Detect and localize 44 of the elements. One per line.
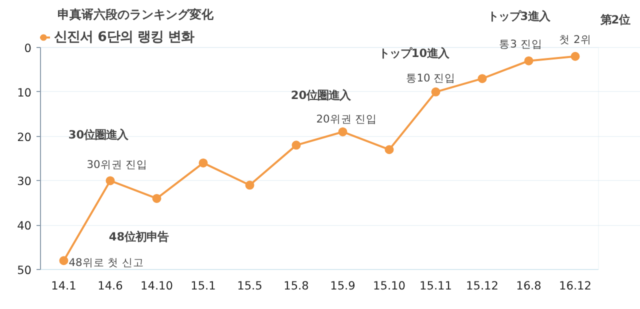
y-tick-label: 20 [17,130,32,144]
x-tick-label: 14.1 [51,278,76,292]
annotation: 20位圏進入 [290,88,352,102]
x-tick-label: 15.10 [373,278,406,292]
x-tick-label: 15.11 [420,278,452,292]
point [570,52,580,61]
annotation: 48位初申告 [108,230,169,244]
annotation: 통10 진입 [406,71,456,84]
x-tick-label: 14.6 [98,278,123,292]
x-tick-label: 15.9 [330,278,356,292]
point [245,180,254,190]
point [431,87,440,96]
point [152,194,162,203]
annotation: 통3 진입 [499,37,542,50]
text: 第2位 [599,12,630,26]
y-tick-label: 40 [17,218,32,233]
x-tick-label: 16.12 [559,278,592,292]
x-tick-label: 15.1 [190,278,216,292]
annotation: 30位圏進入 [68,128,130,142]
point [478,74,487,84]
text: トップ3進入 [487,8,552,23]
point [384,145,394,154]
y-tick-label: 50 [17,263,32,277]
point [292,140,301,150]
x-tick-label: 16.8 [516,278,542,292]
point [59,256,68,266]
point [524,56,534,66]
x-tick-label: 15.12 [466,278,498,292]
x-tick-label: 14.10 [140,278,173,292]
point [106,176,115,186]
legend-label: 신진서 6단의 랭킹 변화 [54,29,194,46]
y-tick-label: 10 [17,85,32,100]
annotation: 30위권 진입 [86,158,148,172]
annotation: 48위로 첫 신고 [68,256,144,270]
point [198,158,208,168]
point [338,127,348,136]
annotation: 20위권 진입 [316,112,378,126]
chart-title: 申真谞六段のランキング変化 [58,8,214,22]
x-tick-label: 15.8 [284,278,309,292]
y-tick-label: 0 [24,41,32,55]
annotation: 첫 2위 [559,32,592,46]
x-tick-label: 15.5 [237,278,262,292]
annotation: トップ10進入 [378,46,450,60]
y-tick-label: 30 [17,174,32,188]
